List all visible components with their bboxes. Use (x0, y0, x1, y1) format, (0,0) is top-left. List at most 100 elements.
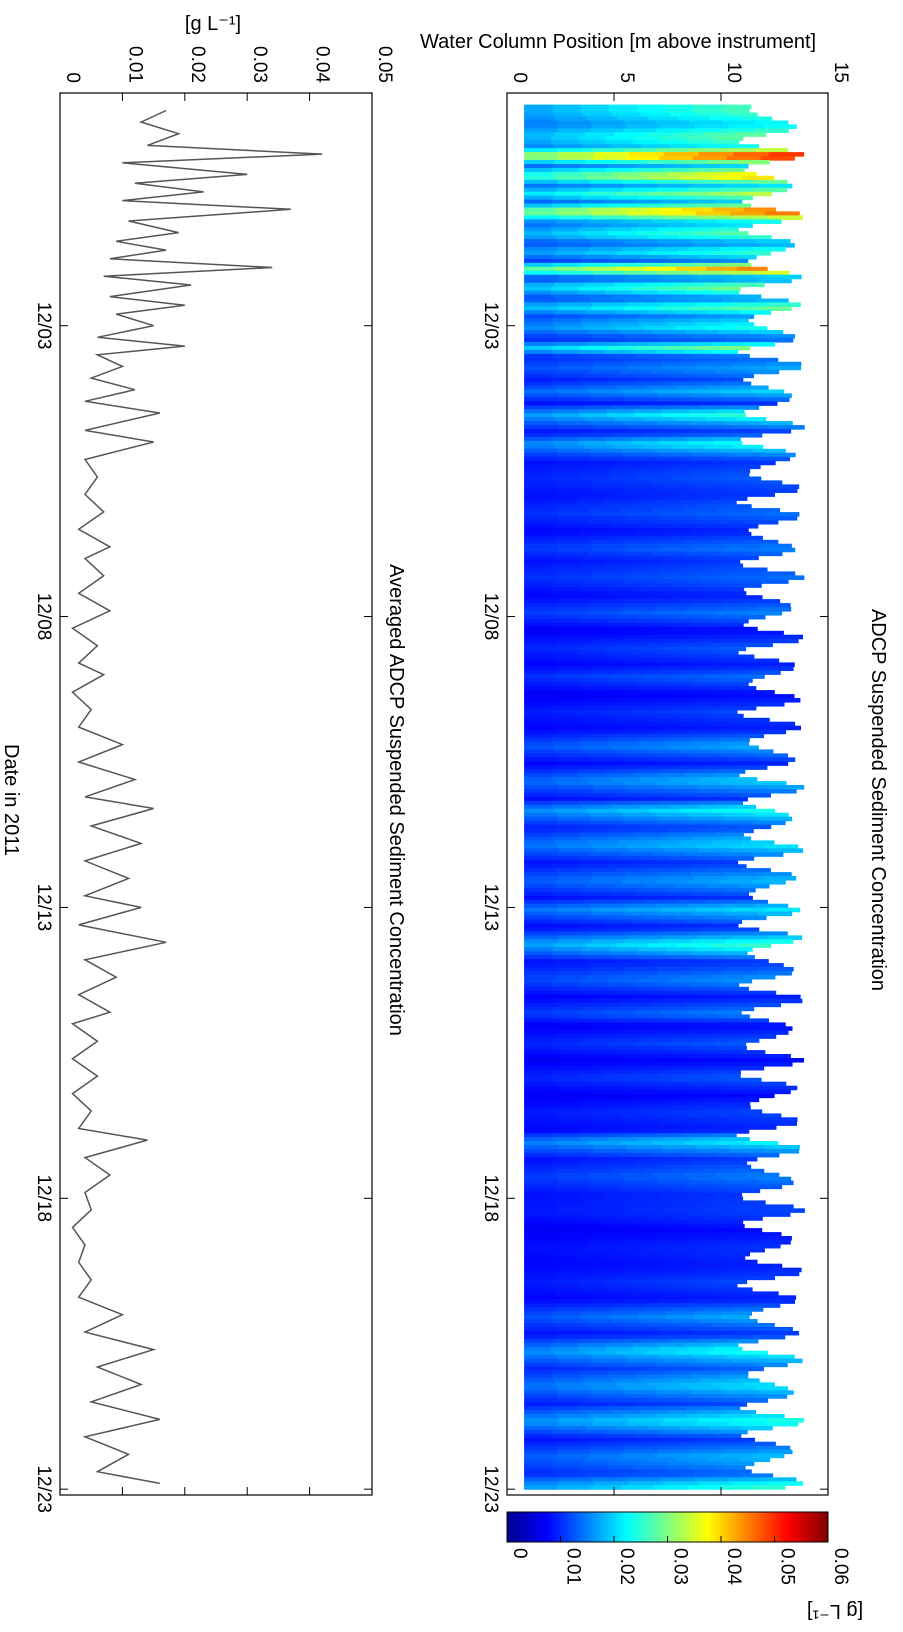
heatmap-cell (619, 369, 652, 375)
heatmap-cell (715, 563, 744, 569)
heatmap-cell (579, 413, 608, 418)
heatmap-cell (553, 583, 584, 588)
heatmap-cell (558, 488, 593, 493)
heatmap-cell (640, 255, 670, 260)
heatmap-cell (755, 128, 789, 133)
heatmap-cell (524, 816, 559, 822)
heatmap-cell (584, 1247, 615, 1253)
heatmap-cell (712, 1406, 741, 1411)
heatmap-cell (589, 702, 623, 707)
heatmap-cell (622, 753, 657, 758)
heatmap-cell (620, 1113, 654, 1118)
heatmap-cell (524, 915, 555, 921)
heatmap-cell (720, 527, 749, 533)
heatmap-cell (582, 112, 612, 118)
heatmap-cell (557, 579, 591, 584)
heatmap-cell (680, 1093, 713, 1099)
heatmap-cell (734, 674, 765, 679)
heatmap-cell (524, 998, 560, 1004)
heatmap-cell (666, 195, 696, 201)
heatmap-cell (721, 1386, 756, 1391)
heatmap-cell (688, 713, 717, 719)
heatmap-cell (751, 1453, 785, 1459)
heatmap-cell (524, 199, 552, 205)
heatmap-cell (689, 1255, 718, 1261)
heatmap-cell (551, 1073, 579, 1079)
heatmap-cell (524, 1425, 556, 1431)
heatmap-cell (584, 417, 616, 422)
heatmap-cell (677, 868, 710, 873)
heatmap-cell (524, 595, 555, 600)
heatmap-cell (727, 255, 757, 260)
heatmap-cell (744, 207, 776, 213)
heatmap-cell (652, 1232, 686, 1237)
heatmap-cell (582, 255, 612, 260)
heatmap-cell (556, 729, 591, 735)
heatmap-cell (626, 516, 661, 521)
heatmap-cell (592, 124, 627, 129)
heatmap-cell (558, 907, 594, 913)
heatmap-axes-box (506, 92, 829, 1496)
heatmap-cell (728, 1117, 764, 1122)
heatmap-cell (719, 1429, 748, 1435)
heatmap-cell (591, 1204, 626, 1209)
heatmap-cell (590, 278, 625, 284)
heatmap-cell (580, 1311, 610, 1316)
heatmap-cell (591, 662, 626, 667)
heatmap-cell (580, 836, 610, 842)
heatmap-cell (645, 567, 677, 573)
heatmap-cell (691, 1429, 720, 1435)
heatmap-cell (660, 440, 688, 446)
heatmap-cell (552, 978, 582, 984)
heatmap-cell (582, 524, 613, 529)
heatmap-cell (558, 789, 593, 794)
heatmap-cell (663, 496, 692, 501)
heatmap-cell (524, 290, 552, 296)
heatmap-cell (639, 1437, 669, 1443)
heatmap-cell (723, 1212, 758, 1217)
heatmap-cell (732, 1481, 769, 1486)
heatmap-cell (583, 535, 615, 541)
heatmap-cell (698, 777, 729, 782)
heatmap-cell (684, 349, 712, 355)
heatmap-cell (587, 401, 620, 406)
heatmap-cell (642, 1228, 674, 1233)
heatmap-cell (764, 1149, 800, 1154)
heatmap-cell (605, 1192, 634, 1198)
heatmap-cell (688, 903, 723, 909)
heatmap-cell (621, 963, 655, 968)
heatmap-cell (577, 1133, 605, 1138)
heatmap-cell (693, 1014, 722, 1020)
heatmap-cell (524, 769, 553, 774)
heatmap-cell (635, 1374, 665, 1380)
heatmap-cell (524, 1358, 560, 1364)
heatmap-cell (552, 531, 582, 537)
heatmap-cell (592, 789, 627, 794)
heatmap-cell (577, 650, 605, 656)
heatmap-cell (588, 670, 621, 675)
heatmap-cell (558, 935, 595, 940)
heatmap-cell (524, 128, 558, 133)
heatmap-cell (721, 148, 756, 153)
heatmap-cell (663, 1370, 693, 1376)
heatmap-cell (557, 971, 592, 976)
heatmap-cell (724, 607, 758, 612)
heatmap-cell (724, 1006, 755, 1012)
heatmap-cell (653, 389, 687, 395)
heatmap-cell (524, 1212, 558, 1217)
heatmap-cell (691, 278, 725, 284)
heatmap-cell (663, 796, 693, 802)
heatmap-cell (660, 800, 689, 806)
heatmap-cell (553, 464, 584, 470)
heatmap-cell (735, 132, 767, 137)
heatmap-cell (578, 563, 607, 569)
heatmap-cell (760, 721, 796, 727)
heatmap-cell (552, 737, 581, 743)
heatmap-cell (524, 729, 558, 735)
heatmap-cell (593, 1481, 630, 1486)
heatmap-cell (748, 670, 781, 675)
heatmap-cell (769, 425, 805, 430)
heatmap-cell (585, 235, 618, 240)
heatmap-cell (748, 1243, 781, 1249)
heatmap-cell (524, 1334, 558, 1340)
